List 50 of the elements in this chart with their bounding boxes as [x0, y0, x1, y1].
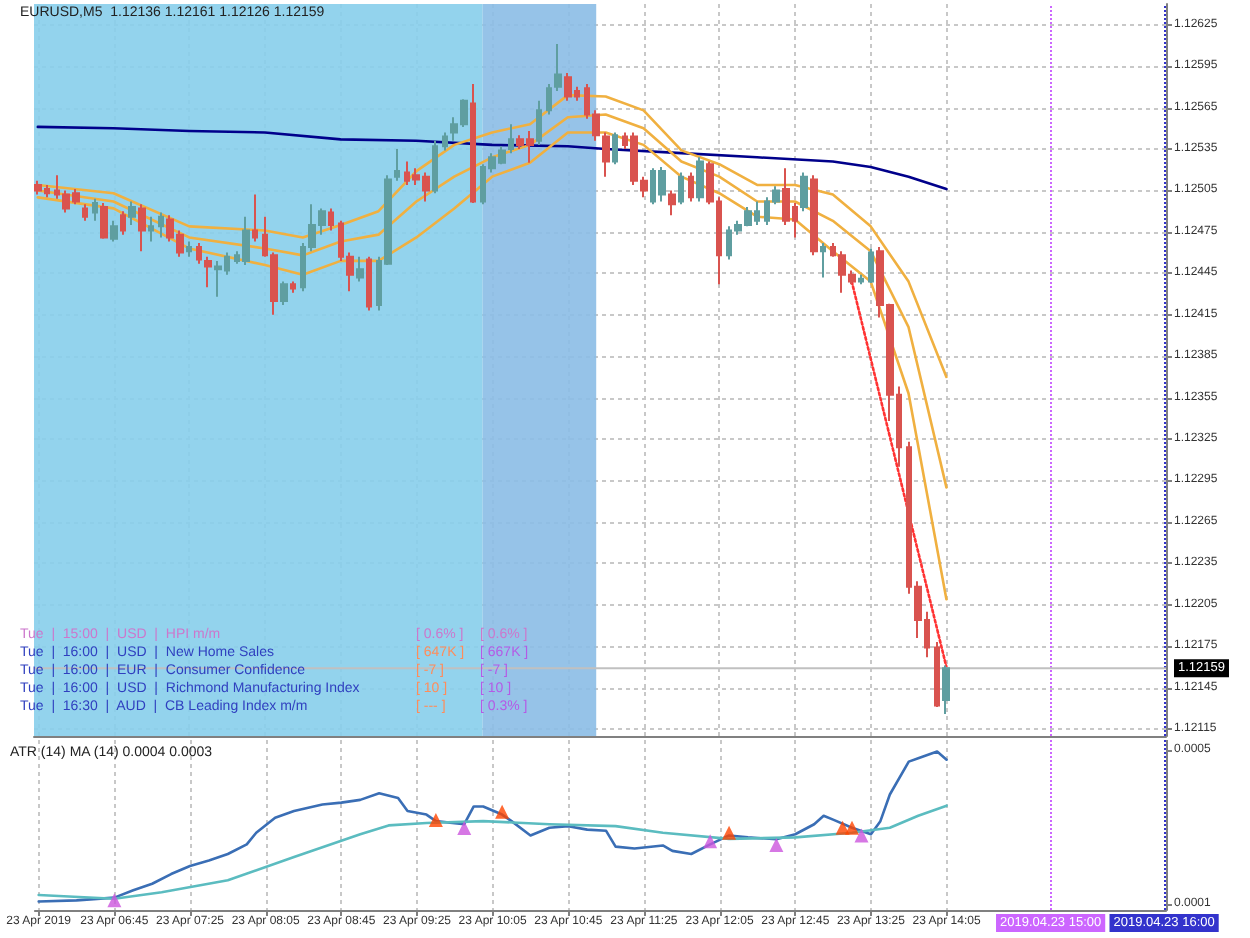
point: [703, 834, 718, 849]
candlestick: [280, 280, 288, 307]
point: [457, 821, 472, 836]
candlestick: [366, 255, 372, 312]
candlestick: [34, 179, 42, 196]
candlestick: [432, 139, 438, 195]
candlestick: [148, 215, 154, 243]
candlestick: [290, 280, 296, 294]
candlestick: [934, 641, 940, 708]
candlestick: [564, 72, 572, 102]
candlestick: [110, 219, 118, 243]
line-series: [36, 131, 948, 601]
candlestick: [158, 211, 164, 239]
candlestick: [82, 203, 88, 222]
candlestick: [120, 210, 126, 236]
candlestick: [678, 171, 684, 206]
point: [769, 838, 784, 853]
point: [845, 820, 860, 835]
point: [722, 825, 737, 840]
candlestick: [138, 203, 146, 253]
candlestick: [92, 197, 98, 222]
candlestick: [394, 148, 400, 182]
candlestick: [100, 201, 108, 240]
candlestick: [858, 273, 864, 286]
line-series: [36, 125, 948, 191]
candlestick: [810, 174, 818, 257]
candlestick: [820, 241, 826, 279]
candlestick: [242, 215, 250, 267]
candlestick: [696, 156, 704, 203]
candlestick: [800, 171, 808, 213]
candlestick: [602, 131, 610, 178]
candlestick: [186, 240, 192, 258]
candlestick: [128, 200, 136, 226]
candlestick: [668, 189, 676, 217]
candlestick: [658, 165, 666, 203]
candlestick: [612, 131, 618, 166]
candlestick: [252, 193, 258, 243]
candlestick: [942, 664, 950, 715]
candlestick: [214, 259, 222, 298]
candlestick: [470, 83, 476, 204]
candlestick: [536, 99, 542, 146]
point: [854, 828, 869, 843]
candlestick: [868, 247, 874, 284]
candlestick: [442, 131, 448, 152]
point: [428, 812, 443, 827]
point: [107, 893, 122, 908]
candlestick: [328, 207, 334, 232]
candlestick: [688, 171, 694, 203]
point: [495, 804, 510, 819]
candlestick: [356, 255, 364, 283]
